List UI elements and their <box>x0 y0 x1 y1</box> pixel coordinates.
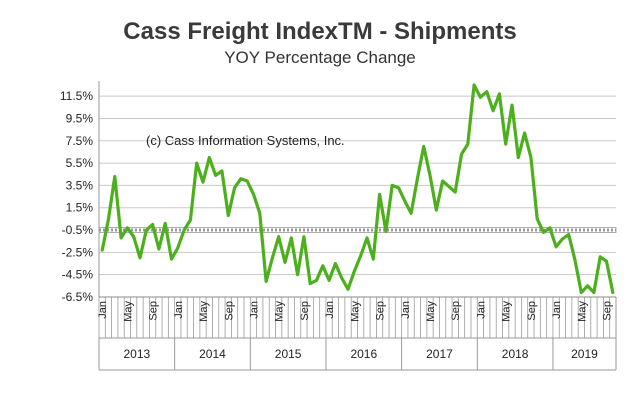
month-tick-label: May <box>349 301 361 322</box>
month-tick-label: Jan <box>324 301 336 319</box>
month-tick-label: Sep <box>299 301 311 321</box>
month-tick-label: Sep <box>148 301 160 321</box>
year-label: 2017 <box>426 347 453 361</box>
month-tick-label: Sep <box>375 301 387 321</box>
chart-title: Cass Freight IndexTM - Shipments <box>0 18 640 46</box>
month-tick-label: Jan <box>475 301 487 319</box>
y-tick-label: 11.5% <box>60 89 93 103</box>
month-tick-label: Sep <box>223 301 235 321</box>
year-label: 2013 <box>123 347 150 361</box>
chart-title-suffix: - Shipments <box>372 18 517 45</box>
month-tick-label: May <box>122 301 134 322</box>
year-label: 2016 <box>350 347 377 361</box>
y-tick-label: 5.5% <box>66 156 94 170</box>
y-tick-label: 3.5% <box>66 178 94 192</box>
month-tick-label: Sep <box>602 301 614 321</box>
month-tick-label: May <box>576 301 588 322</box>
y-tick-label: -4.5% <box>62 268 94 282</box>
year-label: 2015 <box>275 347 302 361</box>
chart-title-text: Cass Freight Index <box>123 18 339 45</box>
month-tick-label: Jan <box>248 301 260 319</box>
copyright-annotation: (c) Cass Information Systems, Inc. <box>146 133 345 148</box>
y-tick-label: -0.5% <box>62 223 94 237</box>
month-tick-label: Jan <box>400 301 412 319</box>
month-tick-label: May <box>501 301 513 322</box>
month-tick-label: Sep <box>450 301 462 321</box>
month-tick-label: Sep <box>526 301 538 321</box>
y-tick-label: 9.5% <box>66 111 94 125</box>
y-tick-label: -6.5% <box>62 290 94 304</box>
month-tick-label: Jan <box>173 301 185 319</box>
y-tick-label: 1.5% <box>66 201 94 215</box>
year-label: 2014 <box>199 347 226 361</box>
month-tick-label: May <box>425 301 437 322</box>
y-tick-label: -2.5% <box>62 245 94 259</box>
month-tick-label: May <box>274 301 286 322</box>
month-tick-label: Jan <box>97 301 109 319</box>
year-label: 2018 <box>502 347 529 361</box>
y-tick-label: 7.5% <box>66 134 94 148</box>
trademark-mark: TM <box>338 18 373 45</box>
month-tick-label: May <box>198 301 210 322</box>
data-series-line <box>100 83 615 295</box>
year-label: 2019 <box>571 347 598 361</box>
chart-subtitle: YOY Percentage Change <box>224 48 416 67</box>
month-tick-label: Jan <box>551 301 563 319</box>
